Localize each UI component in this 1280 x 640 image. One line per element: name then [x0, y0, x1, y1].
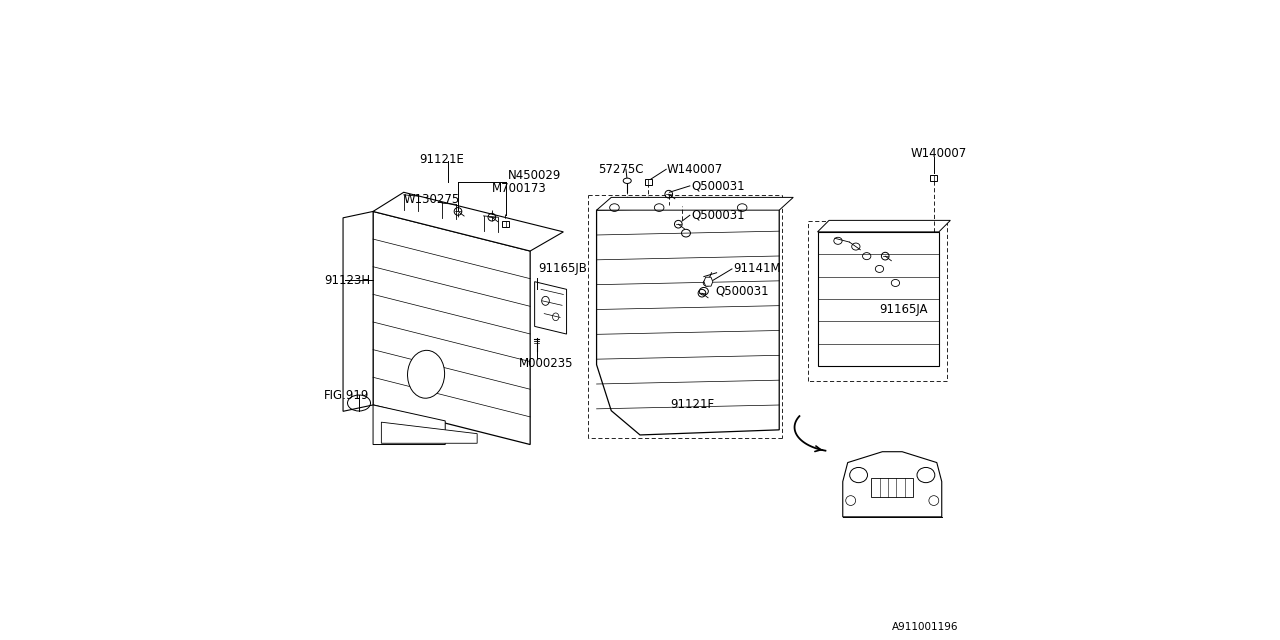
- Polygon shape: [535, 282, 567, 334]
- Polygon shape: [596, 197, 794, 210]
- Ellipse shape: [407, 350, 444, 398]
- FancyBboxPatch shape: [645, 179, 652, 185]
- Polygon shape: [372, 405, 445, 445]
- Text: Q500031: Q500031: [691, 209, 745, 222]
- Text: 91123H: 91123H: [324, 274, 370, 287]
- Ellipse shape: [623, 178, 631, 184]
- Text: M000235: M000235: [518, 357, 573, 370]
- Text: Q500031: Q500031: [691, 179, 745, 193]
- Text: W140007: W140007: [667, 163, 723, 176]
- Text: 91121E: 91121E: [420, 152, 465, 166]
- Polygon shape: [381, 422, 477, 444]
- Polygon shape: [372, 192, 563, 251]
- Text: 91121F: 91121F: [671, 398, 714, 411]
- Text: 91165JB: 91165JB: [538, 262, 586, 275]
- Polygon shape: [818, 232, 938, 366]
- Text: 91141M: 91141M: [733, 262, 781, 275]
- Polygon shape: [842, 452, 942, 517]
- Text: 91165JA: 91165JA: [879, 303, 927, 316]
- Text: M700173: M700173: [492, 182, 547, 195]
- Polygon shape: [343, 211, 372, 412]
- FancyBboxPatch shape: [931, 175, 937, 181]
- Polygon shape: [372, 211, 530, 445]
- Polygon shape: [818, 220, 950, 232]
- Text: W130275: W130275: [403, 193, 460, 207]
- Text: N450029: N450029: [508, 169, 561, 182]
- Text: W140007: W140007: [911, 147, 966, 161]
- Text: FIG.919: FIG.919: [324, 389, 369, 402]
- Polygon shape: [596, 206, 780, 435]
- FancyBboxPatch shape: [502, 221, 509, 227]
- Text: Q500031: Q500031: [716, 285, 769, 298]
- Text: 57275C: 57275C: [598, 163, 644, 176]
- Bar: [872, 478, 913, 497]
- Polygon shape: [704, 277, 713, 286]
- Text: A911001196: A911001196: [892, 621, 957, 632]
